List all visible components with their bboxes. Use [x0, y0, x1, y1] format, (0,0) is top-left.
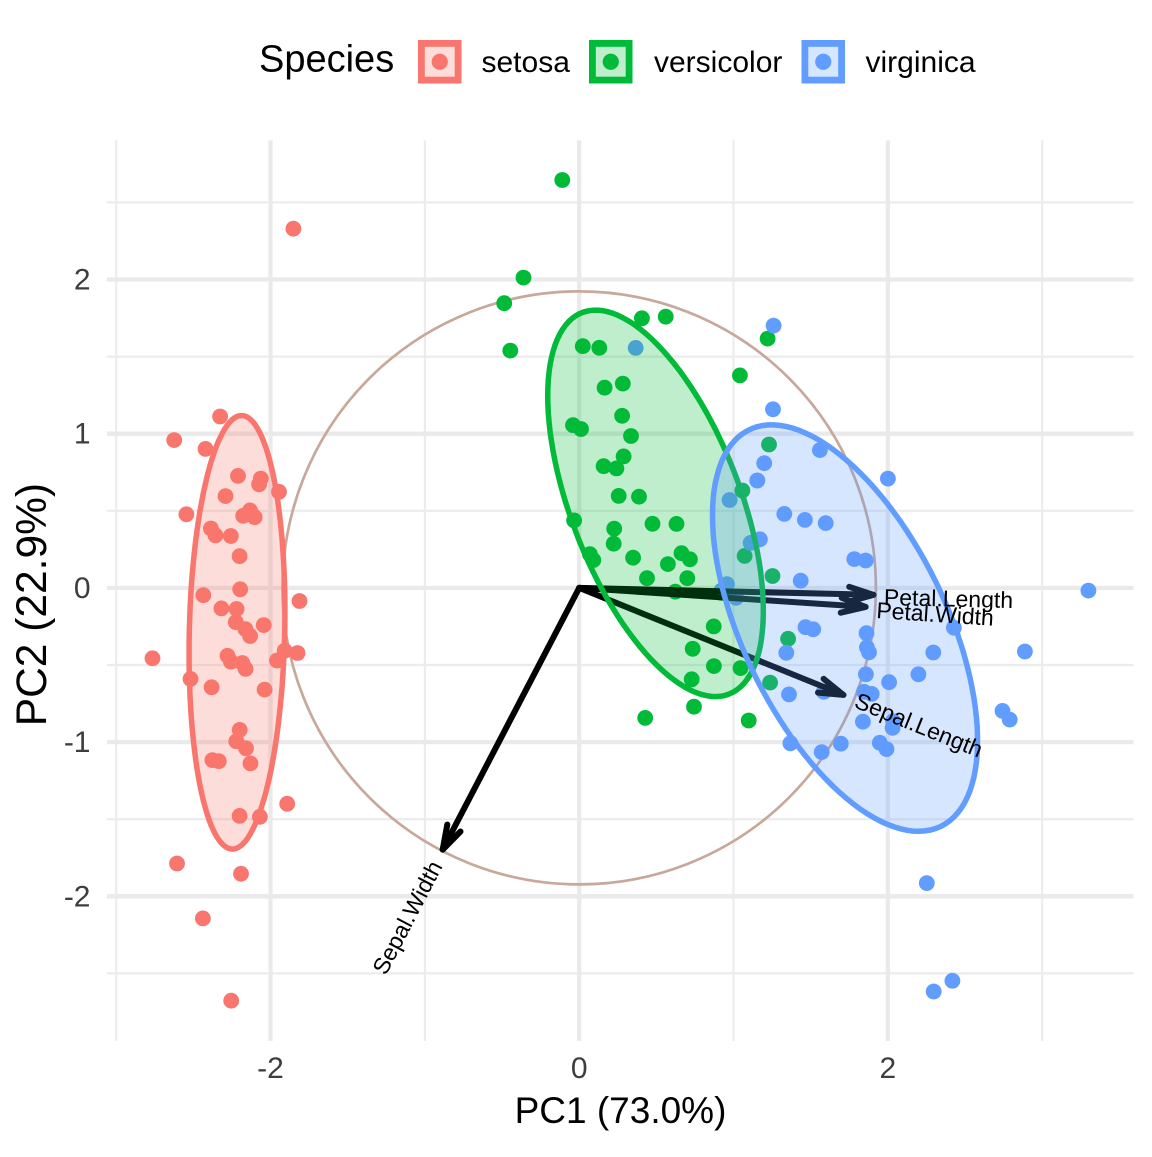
svg-text:2: 2: [74, 264, 91, 297]
svg-text:-2: -2: [257, 1052, 284, 1085]
svg-text:versicolor: versicolor: [654, 46, 782, 79]
svg-text:2: 2: [880, 1052, 897, 1085]
svg-text:Species: Species: [259, 39, 394, 81]
svg-text:PC1 (73.0%): PC1 (73.0%): [515, 1090, 727, 1131]
svg-text:0: 0: [74, 572, 91, 605]
svg-text:-2: -2: [64, 880, 91, 913]
svg-text:1: 1: [74, 418, 91, 451]
svg-text:-1: -1: [64, 726, 91, 759]
svg-text:Petal.Length: Petal.Length: [884, 584, 1014, 613]
svg-text:0: 0: [571, 1052, 588, 1085]
svg-text:virginica: virginica: [866, 46, 976, 79]
svg-text:setosa: setosa: [482, 46, 571, 79]
svg-text:PC2 (22.9%): PC2 (22.9%): [9, 483, 56, 726]
